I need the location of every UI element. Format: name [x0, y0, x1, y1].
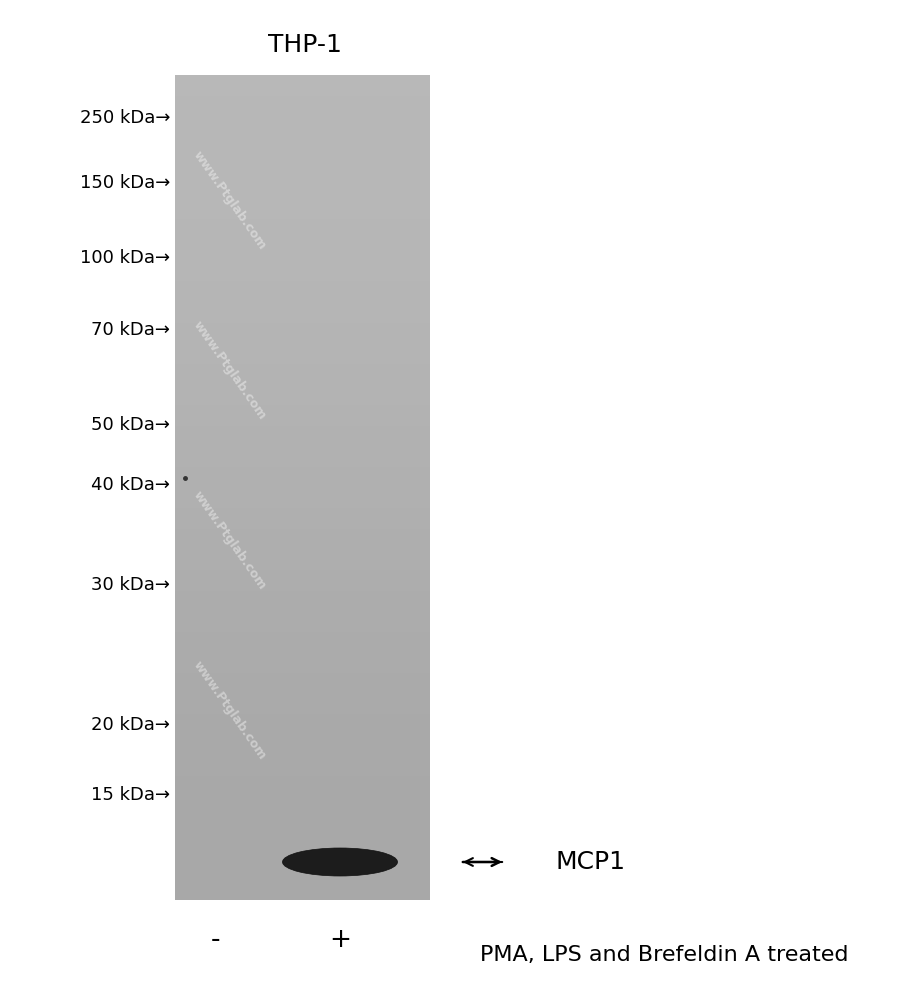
Text: 20 kDa→: 20 kDa→ [91, 716, 170, 734]
Text: PMA, LPS and Brefeldin A treated: PMA, LPS and Brefeldin A treated [480, 945, 849, 965]
Bar [175, 446, 430, 467]
Bar [175, 879, 430, 900]
Bar [175, 508, 430, 529]
Bar [175, 405, 430, 426]
Text: 40 kDa→: 40 kDa→ [91, 476, 170, 494]
Bar [175, 694, 430, 714]
Text: www.Ptglab.com: www.Ptglab.com [191, 488, 269, 592]
Bar [175, 343, 430, 364]
Bar [175, 549, 430, 570]
Bar [175, 488, 430, 508]
Text: www.Ptglab.com: www.Ptglab.com [191, 148, 269, 252]
Text: www.Ptglab.com: www.Ptglab.com [191, 658, 269, 762]
Text: MCP1: MCP1 [555, 850, 625, 874]
Bar [175, 302, 430, 322]
Bar [175, 776, 430, 797]
Text: +: + [329, 927, 351, 953]
Bar [175, 591, 430, 611]
Text: 15 kDa→: 15 kDa→ [91, 786, 170, 804]
Bar [175, 673, 430, 694]
Bar [175, 199, 430, 219]
Bar [175, 75, 430, 96]
Bar [175, 384, 430, 405]
Text: 70 kDa→: 70 kDa→ [91, 321, 170, 339]
Bar [175, 116, 430, 137]
Bar [175, 735, 430, 756]
Bar [175, 859, 430, 879]
Bar [175, 570, 430, 591]
Bar [175, 178, 430, 199]
Text: 100 kDa→: 100 kDa→ [80, 249, 170, 267]
Text: THP-1: THP-1 [268, 33, 342, 57]
Bar [175, 137, 430, 157]
Ellipse shape [283, 848, 398, 876]
Bar [175, 838, 430, 859]
Text: www.Ptglab.com: www.Ptglab.com [191, 318, 269, 422]
Bar [175, 467, 430, 488]
Bar [175, 529, 430, 549]
Bar [175, 611, 430, 632]
Bar [175, 75, 430, 900]
Text: 30 kDa→: 30 kDa→ [91, 576, 170, 594]
Bar [175, 756, 430, 776]
Bar [175, 261, 430, 281]
Bar [175, 652, 430, 673]
Text: 250 kDa→: 250 kDa→ [79, 109, 170, 127]
Text: 150 kDa→: 150 kDa→ [79, 174, 170, 192]
Bar [175, 281, 430, 302]
Bar [175, 219, 430, 240]
Bar [175, 157, 430, 178]
Text: -: - [211, 927, 220, 953]
Bar [175, 322, 430, 343]
Bar [175, 797, 430, 818]
Bar [175, 240, 430, 261]
Bar [175, 364, 430, 384]
Bar [175, 426, 430, 446]
Text: 50 kDa→: 50 kDa→ [91, 416, 170, 434]
Bar [175, 632, 430, 652]
Bar [175, 818, 430, 838]
Bar [175, 714, 430, 735]
Bar [175, 96, 430, 116]
